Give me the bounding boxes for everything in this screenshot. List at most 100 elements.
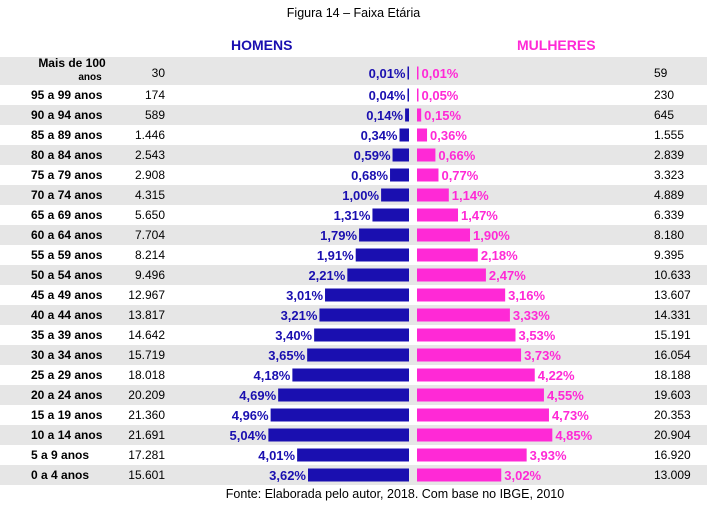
age-label: 50 a 54 anos (31, 268, 103, 282)
age-label: 35 a 39 anos (31, 328, 103, 342)
women-count: 13.009 (654, 468, 691, 482)
men-pct-label: 1,00% (342, 188, 379, 203)
women-pct-label: 0,05% (422, 88, 459, 103)
men-series-header: HOMENS (231, 37, 293, 53)
men-bar (278, 388, 409, 402)
women-pct-label: 0,15% (424, 108, 461, 123)
men-pct-label: 3,40% (275, 328, 312, 343)
row-stripe (0, 105, 707, 125)
age-label: 5 a 9 anos (31, 448, 89, 462)
women-count: 16.054 (654, 348, 691, 362)
men-count: 7.704 (135, 228, 165, 242)
men-count: 20.209 (128, 388, 165, 402)
men-count: 14.642 (128, 328, 165, 342)
men-count: 12.967 (128, 288, 165, 302)
women-bar (417, 388, 544, 402)
women-pct-label: 3,73% (524, 348, 561, 363)
men-count: 18.018 (128, 368, 165, 382)
men-pct-label: 1,91% (317, 248, 354, 263)
women-count: 2.839 (654, 148, 684, 162)
women-count: 10.633 (654, 268, 691, 282)
men-bar (390, 168, 409, 182)
women-bar (417, 248, 478, 262)
chart-source: Fonte: Elaborada pelo autor, 2018. Com b… (225, 487, 565, 501)
women-count: 645 (654, 108, 674, 122)
men-bar (292, 368, 409, 382)
women-count: 20.904 (654, 428, 691, 442)
women-pct-label: 2,18% (481, 248, 518, 263)
men-count: 21.360 (128, 408, 165, 422)
age-label-sub: anos (78, 72, 102, 83)
men-count: 8.214 (135, 248, 165, 262)
women-bar (417, 468, 502, 482)
women-pct-label: 3,33% (513, 308, 550, 323)
women-count: 16.920 (654, 448, 691, 462)
chart-title: Figura 14 – Faixa Etária (286, 6, 421, 20)
women-pct-label: 3,02% (504, 468, 541, 483)
women-pct-label: 1,14% (452, 188, 489, 203)
women-pct-label: 1,90% (473, 228, 510, 243)
women-count: 8.180 (654, 228, 684, 242)
men-count: 15.601 (128, 468, 165, 482)
women-pct-label: 4,22% (538, 368, 575, 383)
women-pct-label: 4,85% (555, 428, 592, 443)
men-bar (381, 188, 409, 202)
women-count: 19.603 (654, 388, 691, 402)
men-count: 21.691 (128, 428, 165, 442)
men-pct-label: 4,96% (232, 408, 269, 423)
women-count: 3.323 (654, 168, 684, 182)
women-bar (417, 328, 516, 342)
men-bar (372, 208, 409, 222)
men-bar (347, 268, 409, 282)
men-count: 13.817 (128, 308, 165, 322)
women-count: 13.607 (654, 288, 691, 302)
age-label: 55 a 59 anos (31, 248, 103, 262)
age-label: 85 a 89 anos (31, 128, 103, 142)
women-count: 15.191 (654, 328, 691, 342)
men-count: 4.315 (135, 188, 165, 202)
women-bar (417, 148, 436, 162)
men-count: 30 (152, 66, 166, 80)
men-count: 9.496 (135, 268, 165, 282)
age-label: 45 a 49 anos (31, 288, 103, 302)
women-bar (417, 408, 549, 422)
women-bar (417, 368, 535, 382)
age-label: 10 a 14 anos (31, 428, 103, 442)
women-count: 59 (654, 66, 668, 80)
women-bar (417, 308, 510, 322)
row-stripe (0, 57, 707, 85)
men-count: 174 (145, 88, 165, 102)
women-bar (417, 288, 506, 302)
women-bar (417, 168, 439, 182)
women-pct-label: 3,53% (518, 328, 555, 343)
age-label: 0 a 4 anos (31, 468, 89, 482)
women-bar (417, 128, 428, 142)
women-bar (417, 88, 419, 102)
men-pct-label: 4,18% (254, 368, 291, 383)
women-series-header: MULHERES (517, 37, 596, 53)
women-bar (417, 348, 522, 362)
women-pct-label: 0,01% (422, 66, 459, 81)
men-pct-label: 5,04% (230, 428, 267, 443)
women-bar (417, 268, 486, 282)
age-label: 25 a 29 anos (31, 368, 103, 382)
row-stripe (0, 185, 707, 205)
age-label: 30 a 34 anos (31, 348, 103, 362)
women-count: 14.331 (654, 308, 691, 322)
age-label: 80 a 84 anos (31, 148, 103, 162)
age-label: 70 a 74 anos (31, 188, 103, 202)
men-bar (319, 308, 409, 322)
men-bar (407, 66, 409, 80)
age-label: 40 a 44 anos (31, 308, 103, 322)
age-label: 60 a 64 anos (31, 228, 103, 242)
men-count: 17.281 (128, 448, 165, 462)
women-count: 4.889 (654, 188, 684, 202)
women-bar (417, 448, 527, 462)
women-bar (417, 66, 419, 80)
men-bar (355, 248, 409, 262)
men-pct-label: 2,21% (308, 268, 345, 283)
women-bar (417, 188, 449, 202)
men-pct-label: 1,79% (320, 228, 357, 243)
men-bar (268, 428, 409, 442)
men-bar (407, 88, 409, 102)
